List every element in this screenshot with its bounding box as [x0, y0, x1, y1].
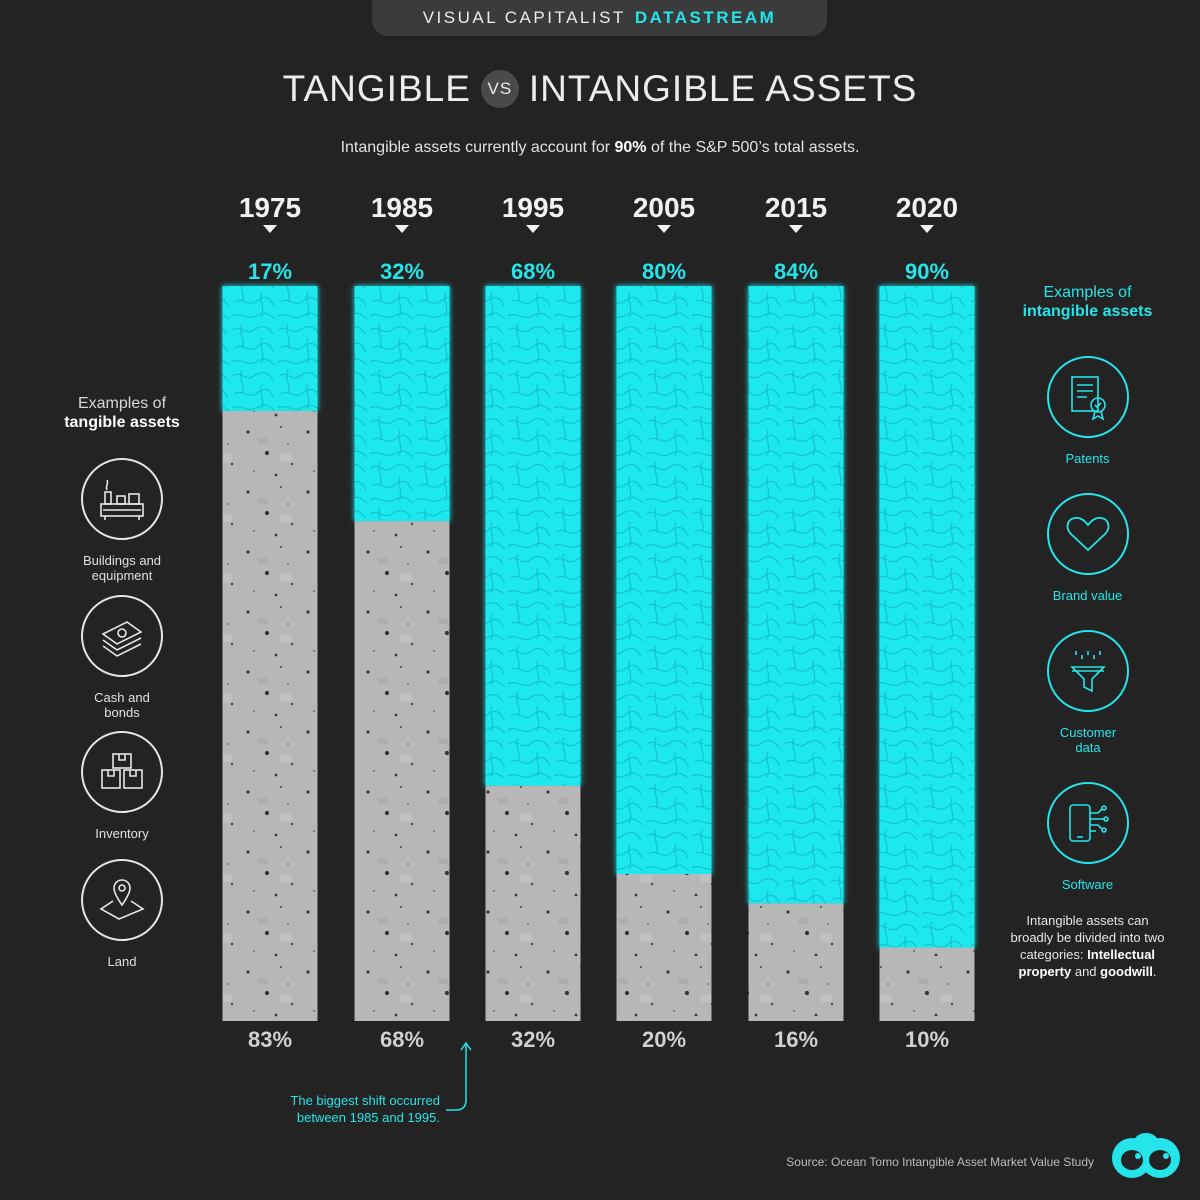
year-pointer-icon: [263, 225, 277, 233]
certificate-icon: [1046, 356, 1129, 438]
intangible-bar: [354, 286, 450, 522]
shift-arrowhead: [460, 1041, 472, 1051]
year-label: 2005: [633, 192, 695, 223]
intangible-item-brand: Brand value: [1005, 493, 1170, 603]
intangible-pct-label: 68%: [511, 259, 555, 284]
intangible-bar: [222, 286, 318, 411]
vs-badge: VS: [480, 70, 519, 108]
year-pointer-icon: [395, 225, 409, 233]
map-pin-icon: [81, 859, 163, 941]
subtitle-pre: Intangible assets currently account for: [340, 139, 615, 156]
tangible-item-cash: Cash and bonds: [40, 595, 204, 720]
tangible-heading-bold: tangible assets: [64, 414, 180, 431]
year-pointer-icon: [657, 225, 671, 233]
tangible-pct-label: 16%: [774, 1027, 818, 1052]
intangible-bar: [485, 286, 581, 786]
tangible-label-cash: Cash and bonds: [94, 690, 150, 720]
year-pointer-icon: [920, 225, 934, 233]
tangible-pct-label: 32%: [511, 1027, 555, 1052]
note-text2: and: [1071, 964, 1101, 979]
intangible-item-customer-data: Customer data: [1005, 630, 1170, 755]
subtitle: Intangible assets currently account for …: [0, 139, 1200, 157]
tangible-item-inventory: Inventory: [40, 731, 204, 841]
tangible-heading: Examples of tangible assets: [40, 394, 204, 432]
logo-icon: [1112, 1133, 1180, 1178]
subtitle-bold: 90%: [614, 139, 647, 156]
note-bold1: Intellectual property: [1018, 947, 1156, 979]
title-part2: INTANGIBLE ASSETS: [528, 68, 918, 109]
intangible-heading-bold: intangible assets: [1022, 303, 1153, 320]
cash-icon: [81, 595, 163, 677]
tangible-bar: [748, 903, 844, 1021]
year-label: 1975: [239, 192, 301, 223]
tangible-pct-label: 83%: [248, 1027, 292, 1052]
year-pointer-icon: [526, 225, 540, 233]
brand-header: VISUAL CAPITALIST DATASTREAM: [372, 0, 827, 36]
heart-icon: [1046, 493, 1129, 575]
subtitle-post: of the S&P 500’s total assets.: [646, 139, 860, 156]
brand-accent: DATASTREAM: [634, 8, 777, 27]
tangible-label-inventory: Inventory: [95, 826, 149, 841]
intangible-bar: [748, 286, 844, 904]
categories-note: Intangible assets can broadly be divided…: [1010, 912, 1165, 980]
shift-arrow-icon: [446, 1044, 467, 1111]
note-text1: Intangible assets can broadly be divided…: [1010, 913, 1165, 962]
intangible-pct-label: 80%: [642, 259, 686, 284]
intangible-pct-label: 84%: [774, 259, 818, 284]
year-label: 2015: [765, 192, 827, 223]
factory-icon: [81, 458, 163, 540]
tangible-bar: [485, 785, 581, 1021]
tangible-heading-line1: Examples of: [77, 395, 167, 412]
intangible-label-customer-data: Customer data: [1059, 725, 1117, 755]
intangible-bar: [616, 286, 712, 874]
tangible-bar: [222, 410, 318, 1021]
note-text3: .: [1152, 964, 1157, 979]
tangible-item-buildings: Buildings and equipment: [40, 458, 204, 583]
intangible-item-software: Software: [1005, 782, 1170, 892]
note-bold2: goodwill: [1100, 964, 1153, 979]
tangible-bar: [354, 521, 450, 1021]
intangible-heading-line1: Examples of: [1043, 284, 1132, 301]
tangible-bar: [879, 947, 975, 1021]
page-title: TANGIBLE VS INTANGIBLE ASSETS: [0, 64, 1200, 114]
brand-name: VISUAL CAPITALIST: [422, 8, 626, 27]
funnel-icon: [1046, 630, 1129, 712]
intangible-bar: [879, 286, 975, 948]
intangible-pct-label: 17%: [248, 259, 292, 284]
intangible-label-patents: Patents: [1065, 451, 1110, 466]
tangible-pct-label: 68%: [380, 1027, 424, 1052]
phone-circuit-icon: [1046, 782, 1129, 864]
tangible-label-buildings: Buildings and equipment: [82, 553, 162, 583]
intangible-label-brand: Brand value: [1052, 588, 1123, 603]
year-label: 1985: [371, 192, 433, 223]
intangible-item-patents: Patents: [1005, 356, 1170, 466]
intangible-label-software: Software: [1061, 877, 1114, 892]
tangible-bar: [616, 874, 712, 1021]
intangible-pct-label: 90%: [905, 259, 949, 284]
intangible-pct-label: 32%: [380, 259, 424, 284]
intangible-examples: Examples of intangible assets Patents Br…: [1005, 283, 1170, 893]
year-pointer-icon: [789, 225, 803, 233]
intangible-heading: Examples of intangible assets: [1005, 283, 1170, 321]
tangible-pct-label: 20%: [642, 1027, 686, 1052]
shift-annotation: The biggest shift occurred between 1985 …: [290, 1093, 440, 1125]
title-part1: TANGIBLE: [282, 68, 471, 109]
tangible-pct-label: 10%: [905, 1027, 949, 1052]
tangible-examples: Examples of tangible assets Buildings an…: [40, 394, 204, 974]
source-credit: Source: Ocean Tomo Intangible Asset Mark…: [786, 1155, 1094, 1169]
tangible-label-land: Land: [107, 954, 137, 969]
tangible-item-land: Land: [40, 859, 204, 969]
year-label: 2020: [896, 192, 958, 223]
boxes-icon: [81, 731, 163, 813]
year-label: 1995: [502, 192, 564, 223]
